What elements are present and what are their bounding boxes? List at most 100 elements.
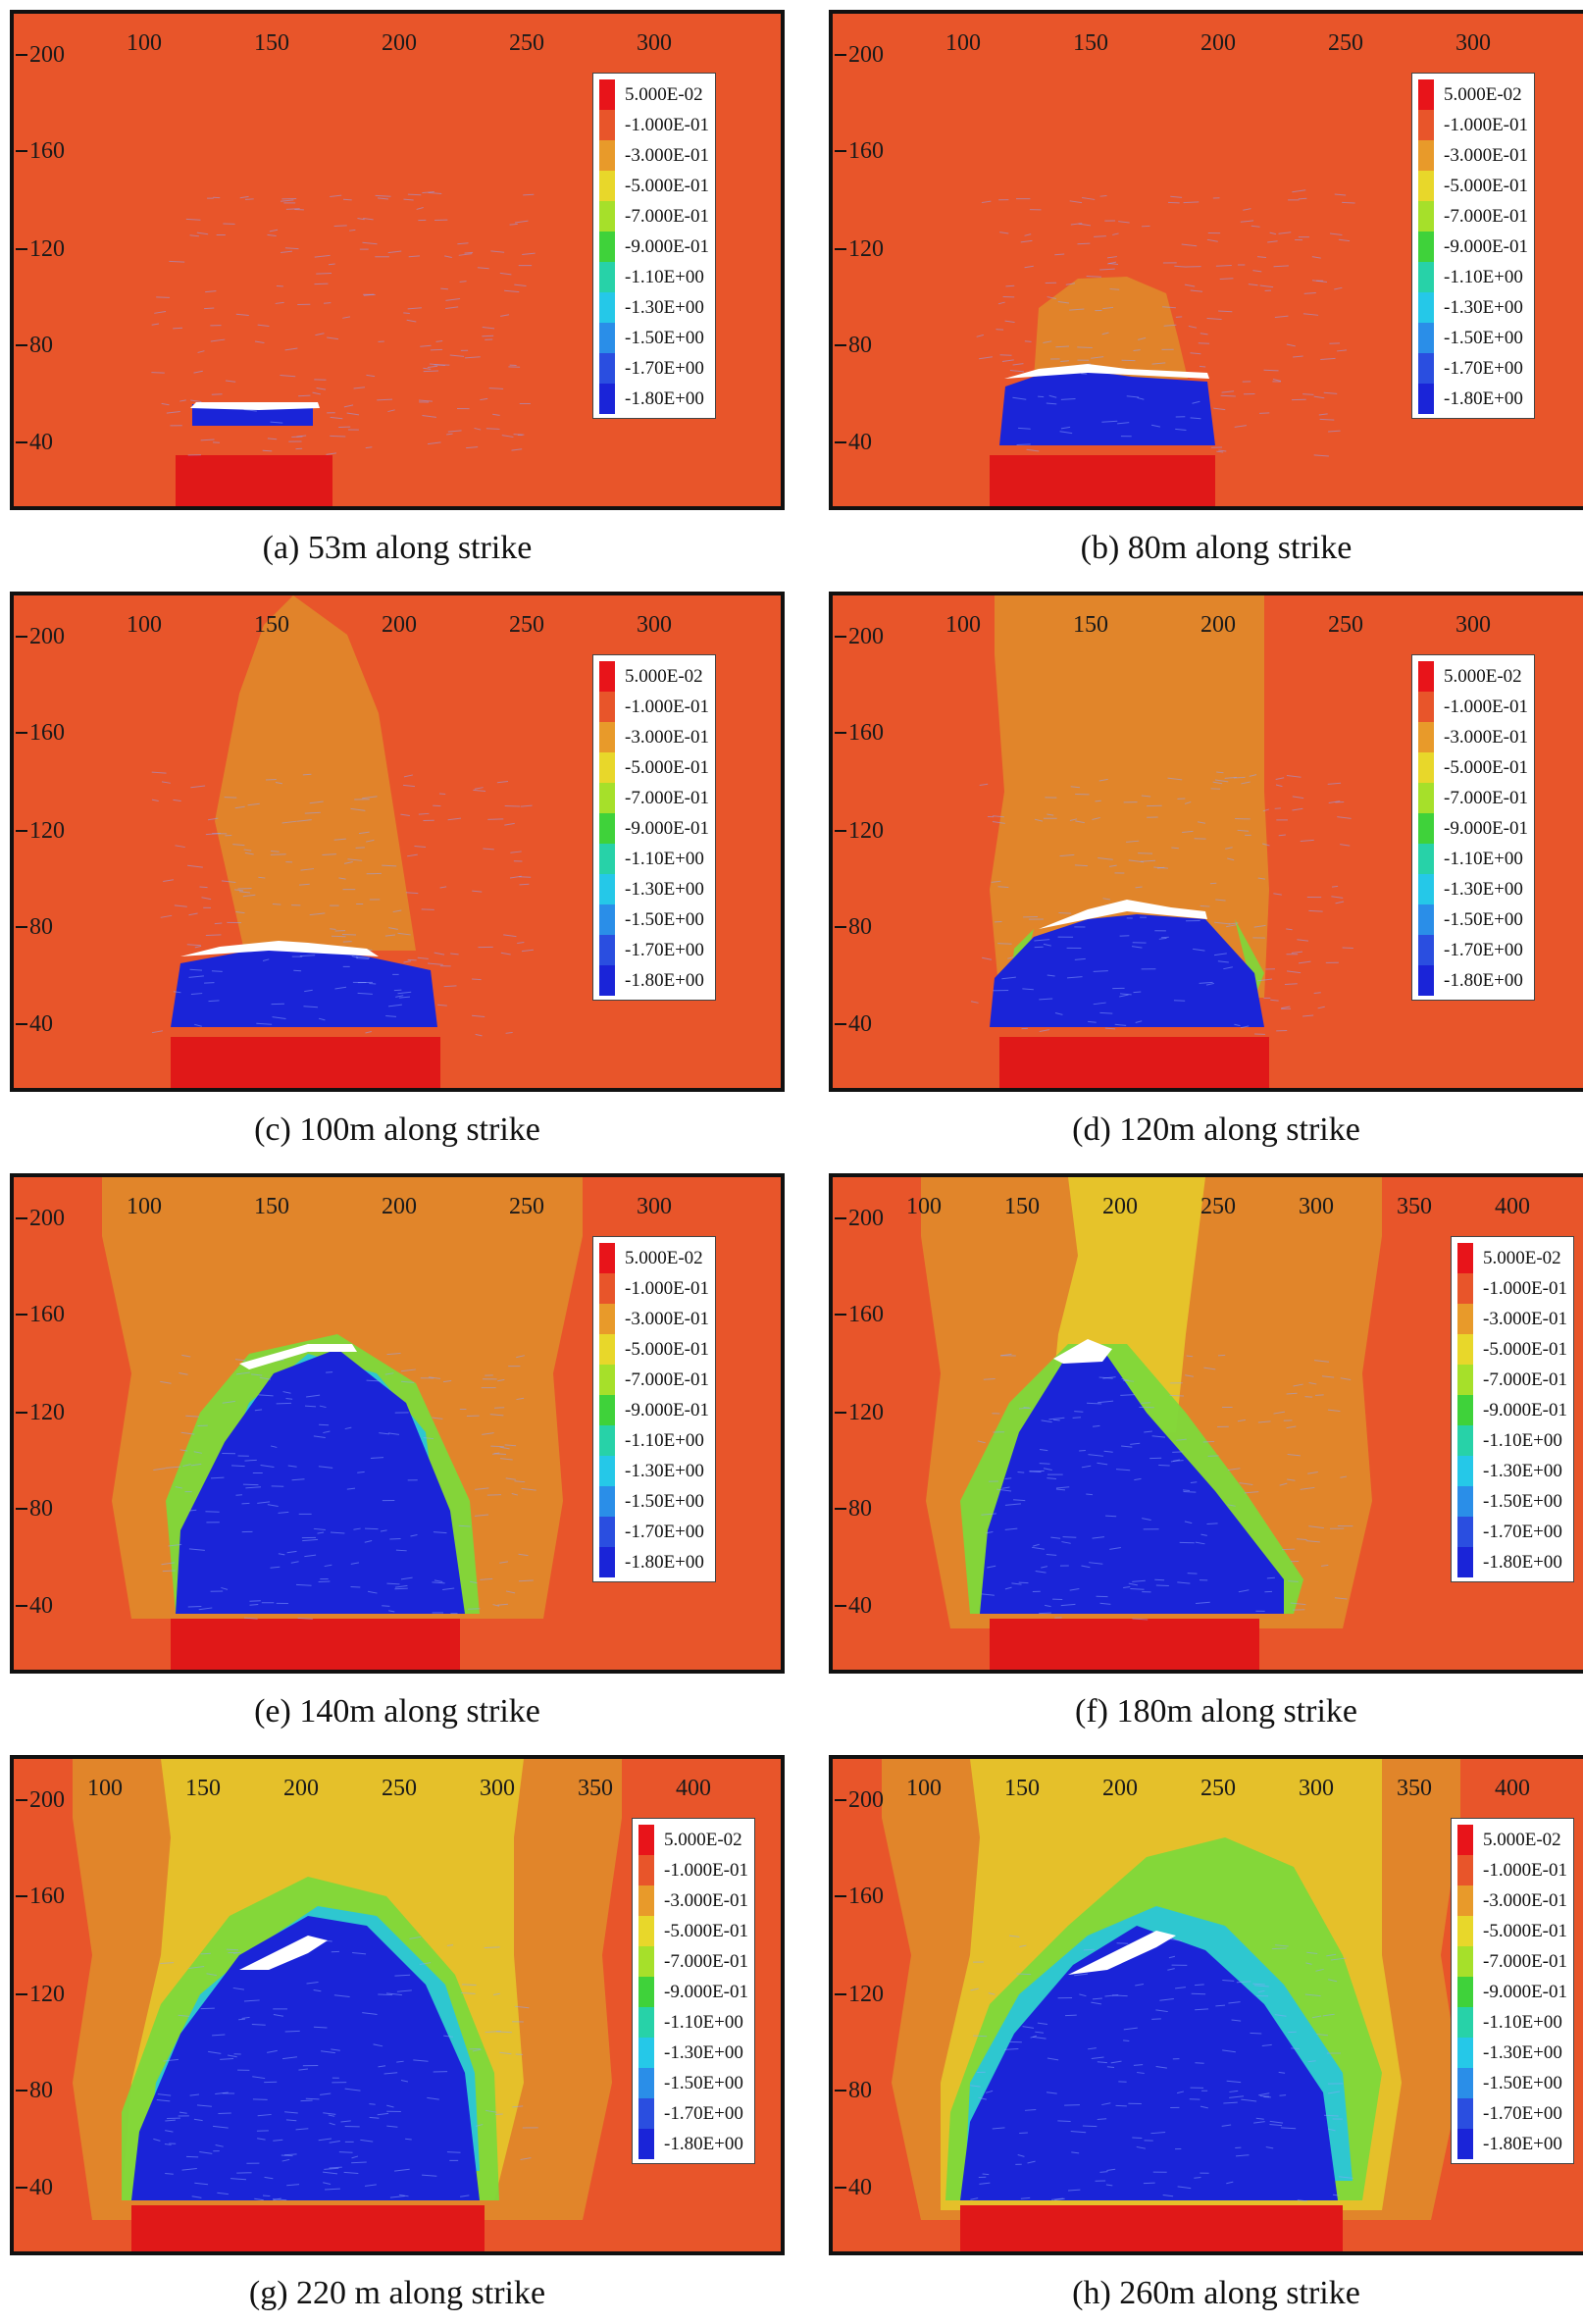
panel-e: 10015020025030020016012080405.000E-02-1.… [10, 1173, 785, 1742]
legend-entry: -3.000E-01 [599, 722, 709, 752]
panel-caption: (f) 180m along strike [829, 1693, 1583, 1730]
fracture-mark [215, 923, 223, 924]
fracture-mark [327, 337, 338, 339]
fracture-mark [281, 251, 292, 252]
legend-swatch [599, 292, 615, 323]
legend-swatch [1457, 1825, 1473, 1855]
fracture-mark [1156, 1585, 1169, 1586]
legend-entry: 5.000E-02 [638, 1825, 748, 1855]
legend-label: -5.000E-01 [1444, 176, 1528, 197]
fracture-mark [497, 781, 508, 782]
fracture-mark [1158, 1465, 1169, 1466]
fracture-mark [445, 298, 460, 300]
legend-entry: -3.000E-01 [1457, 1304, 1567, 1334]
fracture-mark [450, 355, 464, 356]
panel-caption: (h) 260m along strike [829, 2275, 1583, 2312]
legend-entry: -1.30E+00 [599, 1456, 709, 1486]
legend-swatch [599, 1517, 615, 1547]
legend-swatch [1457, 1456, 1473, 1486]
legend-label: -1.80E+00 [625, 1552, 704, 1574]
fracture-mark [1218, 311, 1232, 312]
fracture-mark [1257, 257, 1266, 258]
fracture-mark [226, 381, 235, 382]
y-tick-label: 200 [29, 43, 65, 67]
fracture-mark [199, 887, 207, 888]
fracture-mark [980, 784, 988, 785]
fracture-mark [1040, 1030, 1049, 1032]
legend-label: -9.000E-01 [1444, 236, 1528, 258]
legend-swatch [1457, 1365, 1473, 1395]
y-tick-label: 40 [29, 1594, 53, 1618]
legend-label: -5.000E-01 [1483, 1339, 1567, 1361]
fracture-mark [1320, 358, 1335, 359]
legend-label: -1.30E+00 [1483, 2042, 1562, 2064]
fracture-mark [240, 196, 249, 197]
x-tick-label: 100 [127, 31, 162, 55]
legend-label: -1.30E+00 [1483, 1461, 1562, 1482]
legend-entry: 5.000E-02 [599, 1243, 709, 1273]
fracture-mark [298, 395, 310, 396]
legend-label: -7.000E-01 [1444, 788, 1528, 809]
fracture-mark [428, 963, 443, 964]
fracture-mark [500, 315, 509, 317]
fracture-mark [407, 854, 418, 856]
legend-swatch [1457, 2038, 1473, 2068]
legend-entry: -1.80E+00 [599, 384, 709, 414]
legend-swatch [599, 692, 615, 722]
x-tick-label: 150 [254, 613, 289, 637]
fracture-mark [999, 232, 1008, 233]
legend-swatch [1418, 692, 1434, 722]
fracture-mark [243, 1484, 259, 1485]
legend-label: 5.000E-02 [664, 1830, 742, 1851]
fracture-mark [520, 884, 530, 885]
fracture-mark [1132, 2138, 1142, 2139]
fracture-mark [270, 230, 278, 232]
fracture-mark [1221, 395, 1236, 396]
fracture-mark [490, 1446, 504, 1447]
base-block [960, 2205, 1343, 2251]
legend-entry: -3.000E-01 [1418, 722, 1528, 752]
fracture-mark [241, 1503, 249, 1504]
fracture-mark [1252, 271, 1261, 272]
fracture-mark [1335, 194, 1346, 195]
legend-entry: -1.70E+00 [1418, 935, 1528, 965]
panel-caption: (a) 53m along strike [10, 530, 785, 567]
legend-swatch [1418, 79, 1434, 110]
fracture-mark [1057, 2121, 1070, 2122]
legend-swatch [599, 874, 615, 904]
fracture-mark [422, 415, 435, 417]
base-block [171, 1619, 460, 1670]
legend-label: -1.50E+00 [664, 2073, 743, 2094]
legend-swatch [599, 232, 615, 262]
legend-entry: -5.000E-01 [599, 752, 709, 783]
legend-entry: 5.000E-02 [1418, 79, 1528, 110]
legend-label: -5.000E-01 [1483, 1921, 1567, 1942]
fracture-mark [1027, 449, 1040, 451]
contour-plot: 10015020025030020016012080405.000E-02-1.… [829, 10, 1583, 510]
fracture-mark [465, 357, 481, 358]
fracture-mark [187, 945, 201, 946]
base-block [990, 1619, 1259, 1670]
fracture-mark [1216, 772, 1223, 773]
color-legend: 5.000E-02-1.000E-01-3.000E-01-5.000E-01-… [1451, 1236, 1574, 1582]
fracture-mark [433, 805, 440, 806]
fracture-mark [510, 224, 518, 225]
fracture-mark [389, 1538, 400, 1539]
contour-plot: 10015020025030020016012080405.000E-02-1.… [829, 592, 1583, 1092]
fracture-mark [483, 849, 493, 850]
fracture-mark [1005, 321, 1015, 322]
fracture-mark [490, 251, 504, 252]
fracture-mark [1021, 240, 1033, 242]
legend-label: -1.80E+00 [625, 388, 704, 410]
fracture-mark [1073, 1418, 1081, 1419]
legend-label: -1.50E+00 [625, 1491, 704, 1513]
fracture-mark [459, 254, 472, 256]
legend-label: 5.000E-02 [1444, 666, 1522, 688]
legend-label: -1.80E+00 [1444, 970, 1523, 992]
legend-swatch [1457, 1916, 1473, 1946]
fracture-mark [997, 944, 1011, 945]
legend-entry: -1.80E+00 [1418, 965, 1528, 996]
legend-label: -9.000E-01 [625, 1400, 709, 1421]
fracture-mark [249, 1601, 260, 1602]
fracture-mark [404, 199, 414, 200]
